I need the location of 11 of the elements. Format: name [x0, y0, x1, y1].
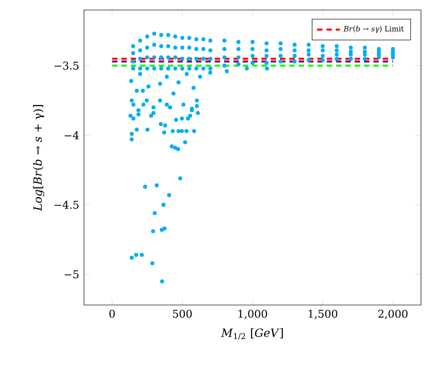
x-tick-label: 2,000: [378, 310, 408, 320]
y-tick-label: −3.5: [54, 62, 78, 70]
y-axis-title: Log[Br(b → s + γ)]: [33, 105, 44, 212]
y-tick-label: −4: [64, 131, 79, 140]
x-tick-label: 500: [173, 310, 192, 318]
y-tick-label: −5: [64, 270, 78, 278]
x-tick-label: 1,000: [238, 310, 268, 320]
x-axis-title: M$_{1/2}$ [GeV]: [221, 328, 283, 340]
y-tick-label: −4.5: [54, 200, 78, 209]
x-tick-label: 1,500: [308, 310, 338, 320]
x-tick-label: 0: [109, 310, 115, 318]
